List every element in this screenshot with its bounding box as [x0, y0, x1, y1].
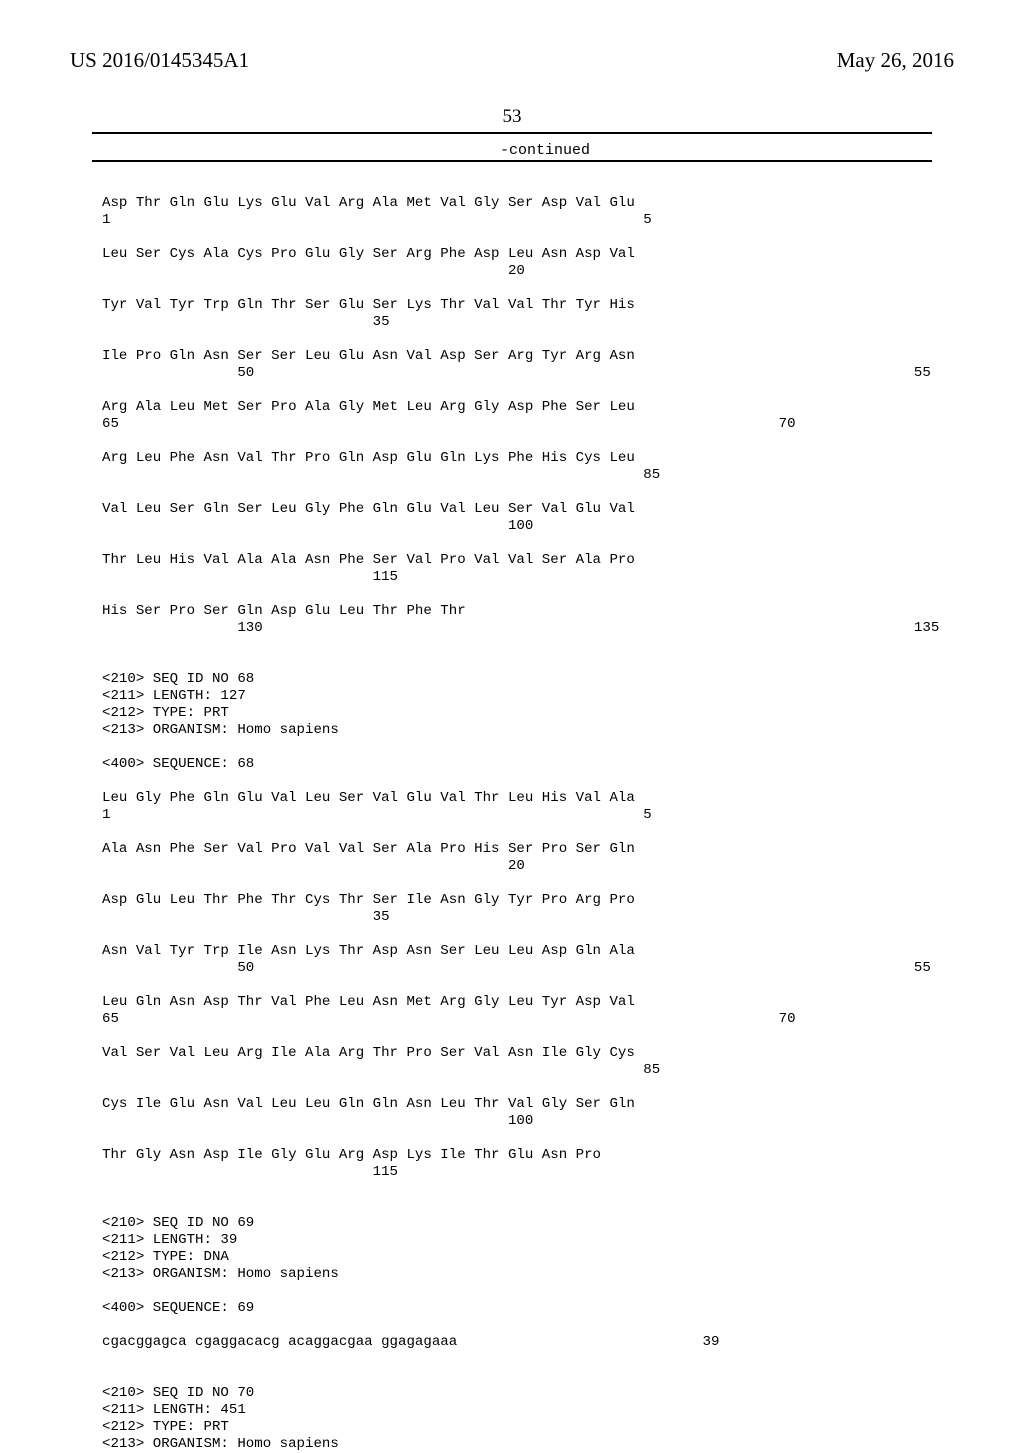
continued-label: -continued: [500, 142, 590, 159]
patent-date: May 26, 2016: [837, 48, 954, 73]
rule-top: [92, 132, 932, 134]
page-number: 53: [0, 106, 1024, 128]
patent-pub-number: US 2016/0145345A1: [70, 48, 249, 73]
rule-bottom: [92, 160, 932, 162]
sequence-listing: Asp Thr Gln Glu Lys Glu Val Arg Ala Met …: [102, 178, 922, 1300]
